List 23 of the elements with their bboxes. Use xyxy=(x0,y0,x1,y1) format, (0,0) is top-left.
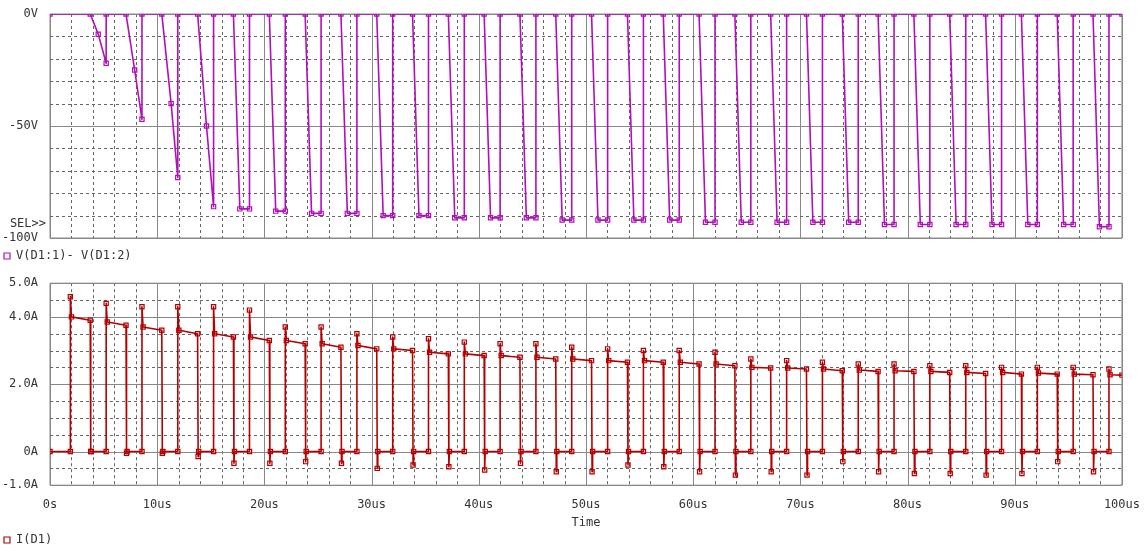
y-tick-label: -100V xyxy=(1,230,38,245)
x-tick-label: 90us xyxy=(1000,496,1030,511)
x-tick-label: 10us xyxy=(142,496,172,511)
y-tick-label: 4.0A xyxy=(9,308,39,323)
y-tick-label: -50V xyxy=(9,118,38,133)
x-tick-label: 50us xyxy=(571,496,601,511)
y-tick-label: 5.0A xyxy=(9,275,39,290)
legend-label: V(D1:1)- V(D1:2) xyxy=(16,248,132,263)
y-tick-label: 0V xyxy=(23,6,38,21)
x-tick-label: 80us xyxy=(893,496,922,511)
y-tick-label: 0A xyxy=(23,443,39,458)
x-tick-label: 70us xyxy=(785,496,815,511)
x-axis-title: Time xyxy=(571,514,601,529)
legend-label: I(D1) xyxy=(16,532,53,547)
x-tick-label: 30us xyxy=(357,496,387,511)
x-tick-label: 40us xyxy=(464,496,494,511)
y-tick-label: -1.0A xyxy=(1,477,39,492)
y-tick-label: 2.0A xyxy=(9,376,39,391)
x-tick-label: 20us xyxy=(249,496,279,511)
x-tick-label: 60us xyxy=(678,496,708,511)
text: SEL>> xyxy=(9,216,46,231)
x-tick-label: 100us xyxy=(1103,496,1140,511)
x-tick-label: 0s xyxy=(42,496,58,511)
